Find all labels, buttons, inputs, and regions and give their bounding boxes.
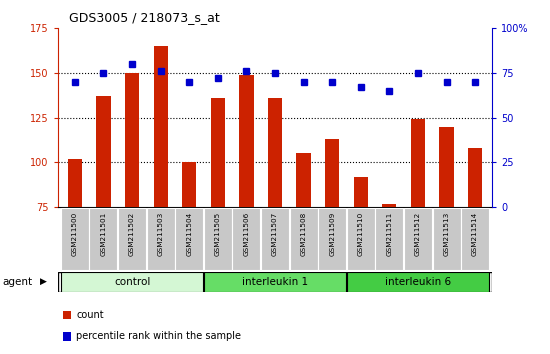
Bar bbox=[461, 208, 489, 270]
Text: GSM211509: GSM211509 bbox=[329, 212, 335, 256]
Bar bbox=[204, 208, 232, 270]
Bar bbox=[318, 208, 346, 270]
Bar bbox=[147, 208, 175, 270]
Bar bbox=[204, 272, 346, 292]
Bar bbox=[118, 208, 146, 270]
Bar bbox=[382, 204, 397, 207]
Bar bbox=[233, 208, 260, 270]
Bar bbox=[261, 208, 289, 270]
Text: GSM211500: GSM211500 bbox=[72, 212, 78, 256]
Bar bbox=[404, 208, 432, 270]
Bar bbox=[290, 208, 317, 270]
Text: percentile rank within the sample: percentile rank within the sample bbox=[76, 331, 241, 341]
Bar bbox=[61, 272, 204, 292]
Text: GSM211508: GSM211508 bbox=[301, 212, 306, 256]
Text: GSM211506: GSM211506 bbox=[244, 212, 249, 256]
Text: GSM211510: GSM211510 bbox=[358, 212, 364, 256]
Bar bbox=[354, 177, 368, 207]
Bar bbox=[325, 139, 339, 207]
Bar bbox=[346, 272, 489, 292]
Text: GSM211514: GSM211514 bbox=[472, 212, 478, 256]
Bar bbox=[182, 162, 196, 207]
Bar bbox=[411, 120, 425, 207]
Bar bbox=[68, 159, 82, 207]
Text: ▶: ▶ bbox=[40, 277, 46, 286]
Text: GSM211511: GSM211511 bbox=[386, 212, 392, 256]
Bar bbox=[211, 98, 225, 207]
Bar bbox=[125, 73, 139, 207]
Bar bbox=[61, 208, 89, 270]
Text: count: count bbox=[76, 310, 104, 320]
Text: GSM211513: GSM211513 bbox=[443, 212, 449, 256]
Text: GSM211507: GSM211507 bbox=[272, 212, 278, 256]
Bar bbox=[346, 208, 375, 270]
Bar bbox=[153, 46, 168, 207]
Bar bbox=[468, 148, 482, 207]
Text: GSM211504: GSM211504 bbox=[186, 212, 192, 256]
Bar bbox=[439, 127, 454, 207]
Bar bbox=[175, 208, 204, 270]
Text: GSM211502: GSM211502 bbox=[129, 212, 135, 256]
Bar bbox=[239, 75, 254, 207]
Text: control: control bbox=[114, 277, 150, 287]
Bar bbox=[96, 96, 111, 207]
Text: interleukin 1: interleukin 1 bbox=[242, 277, 308, 287]
Text: GSM211512: GSM211512 bbox=[415, 212, 421, 256]
Bar bbox=[432, 208, 460, 270]
Bar bbox=[90, 208, 118, 270]
Text: GDS3005 / 218073_s_at: GDS3005 / 218073_s_at bbox=[69, 11, 219, 24]
Bar bbox=[375, 208, 403, 270]
Text: GSM211501: GSM211501 bbox=[101, 212, 107, 256]
Bar bbox=[268, 98, 282, 207]
Text: GSM211505: GSM211505 bbox=[215, 212, 221, 256]
Text: interleukin 6: interleukin 6 bbox=[385, 277, 451, 287]
Text: GSM211503: GSM211503 bbox=[158, 212, 164, 256]
Text: agent: agent bbox=[3, 277, 33, 287]
Bar bbox=[296, 154, 311, 207]
